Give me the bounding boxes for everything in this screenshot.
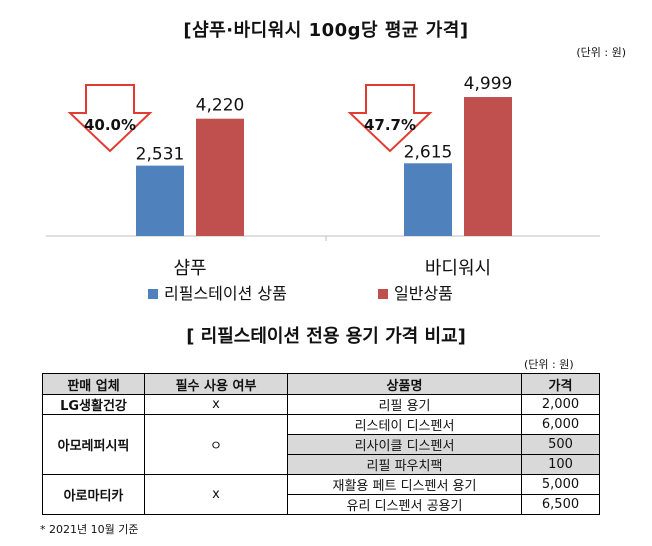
data-label-refill-0: 2,531: [136, 145, 185, 165]
discount-label-0: 40.0%: [84, 116, 136, 134]
required-cell: ㅇ: [144, 414, 288, 475]
price-cell: 6,500: [521, 494, 600, 515]
chart-unit-label: (단위 : 원): [576, 46, 626, 59]
product-name-cell: 리필 파우치팩: [287, 454, 522, 475]
price-comparison-table: 판매 업체 필수 사용 여부 상품명 가격 LG생활건강 x 리필 용기 2,0…: [42, 373, 600, 515]
col-header-required: 필수 사용 여부: [144, 373, 288, 395]
legend-swatch-1: [378, 289, 388, 299]
required-cell: x: [144, 394, 288, 415]
bar-regular-1: [464, 97, 512, 236]
bar-refill-1: [404, 163, 452, 236]
company-cell: 아모레퍼시픽: [42, 414, 145, 475]
data-label-regular-1: 4,999: [464, 74, 513, 94]
product-name-cell: 리스테이 디스펜서: [287, 414, 522, 435]
legend-label-0: 리필스테이션 상품: [164, 284, 287, 303]
price-cell: 6,000: [521, 414, 600, 435]
category-label-1: 바디워시: [425, 258, 491, 279]
table-row: 리사이클 디스펜서 500: [43, 434, 600, 455]
table-row: LG생활건강 x 리필 용기 2,000: [42, 394, 600, 415]
legend-swatch-0: [148, 289, 158, 299]
col-header-company: 판매 업체: [42, 373, 145, 395]
product-name-cell: 리사이클 디스펜서: [287, 434, 522, 455]
required-cell: x: [144, 474, 288, 515]
data-label-regular-0: 4,220: [196, 96, 245, 116]
discount-arrow-1: [347, 84, 433, 153]
product-name-cell: 유리 디스펜서 공용기: [287, 494, 522, 515]
discount-arrow-0: [67, 84, 153, 153]
table-header-row: 판매 업체 필수 사용 여부 상품명 가격: [42, 373, 600, 395]
category-label-0: 샴푸: [173, 258, 206, 279]
price-cell: 100: [521, 454, 600, 475]
price-cell: 500: [521, 434, 600, 455]
table-row: 아로마티카 x 재활용 페트 디스펜서 용기 5,000: [42, 474, 600, 515]
company-cell: LG생활건강: [42, 394, 145, 415]
discount-label-1: 47.7%: [364, 116, 416, 134]
price-cell: 5,000: [521, 474, 600, 495]
bar-refill-0: [136, 165, 184, 236]
table-title: [ 리필스테이션 전용 용기 가격 비교]: [186, 326, 466, 347]
col-header-product: 상품명: [287, 373, 522, 395]
bar-regular-0: [196, 118, 244, 236]
product-name-cell: 재활용 페트 디스펜서 용기: [287, 474, 522, 495]
table-row: 아모레퍼시픽 ㅇ 리스테이 디스펜서 6,000: [42, 414, 600, 475]
table-unit-label: (단위 : 원): [524, 358, 574, 371]
price-cell: 2,000: [521, 394, 600, 415]
col-header-price: 가격: [521, 373, 600, 395]
bar-chart: 2,531 4,220 40.0% 샴푸 2,615 4,999 47.7% 바디워시리필스테…: [46, 74, 600, 303]
table-row: 유리 디스펜서 공용기 6,500: [43, 494, 600, 515]
company-cell: 아로마티카: [42, 474, 145, 515]
legend-label-1: 일반상품: [394, 284, 453, 303]
chart-title: [샴푸·바디워시 100g당 평균 가격]: [183, 20, 469, 41]
data-label-refill-1: 2,615: [404, 142, 453, 162]
footnote: * 2021년 10월 기준: [40, 523, 139, 536]
product-name-cell: 리필 용기: [287, 394, 522, 415]
